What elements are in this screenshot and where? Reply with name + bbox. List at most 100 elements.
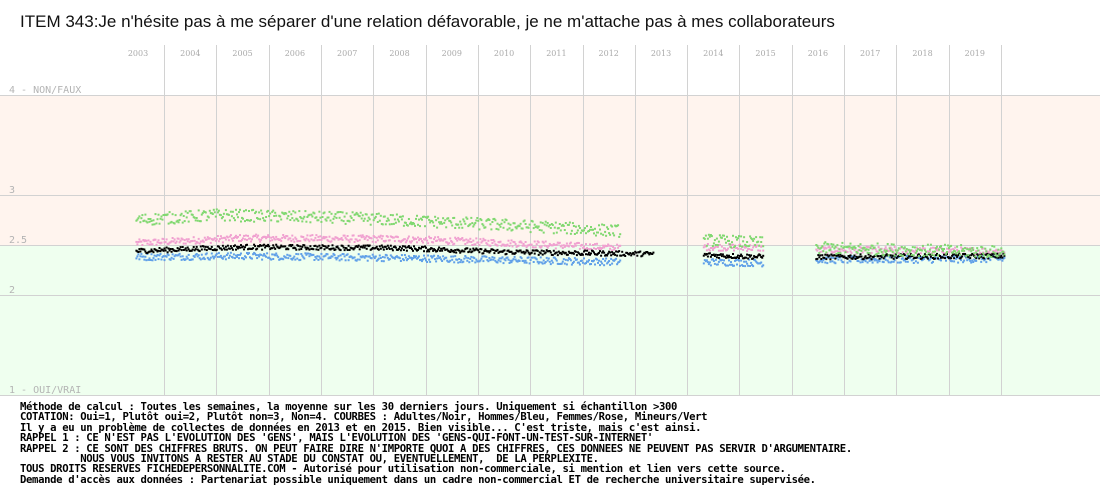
series-point xyxy=(282,234,285,236)
series-point xyxy=(340,219,343,222)
series-point xyxy=(415,248,417,251)
series-point xyxy=(560,262,563,265)
series-point xyxy=(960,256,963,259)
series-point xyxy=(863,256,866,259)
series-point xyxy=(877,252,880,255)
series-point xyxy=(872,256,875,259)
series-point xyxy=(733,264,735,267)
series-point xyxy=(304,246,307,249)
series-point xyxy=(486,259,489,262)
series-point xyxy=(307,252,310,255)
series-point xyxy=(175,250,178,253)
series-point xyxy=(403,238,406,241)
series-point xyxy=(205,252,208,255)
series-point xyxy=(213,211,216,214)
series-point xyxy=(613,248,616,251)
series-point xyxy=(178,241,181,244)
series-point xyxy=(899,254,902,257)
series-point xyxy=(548,242,551,245)
series-point xyxy=(480,241,483,244)
note-line: RAPPEL 2 : CE SONT DES CHIFFRES BRUTS. O… xyxy=(20,442,852,455)
series-point xyxy=(956,245,959,248)
series-point xyxy=(994,249,997,252)
series-point xyxy=(333,254,336,256)
series-point xyxy=(135,219,138,222)
series-point xyxy=(897,252,900,254)
series-point xyxy=(745,246,748,249)
series-point xyxy=(552,232,555,235)
series-point xyxy=(949,250,952,253)
series-point xyxy=(314,236,317,239)
series-point xyxy=(876,242,879,245)
series-point xyxy=(391,249,394,252)
series-point xyxy=(957,261,960,264)
series-point xyxy=(859,261,862,264)
series-point xyxy=(947,256,949,259)
series-point xyxy=(353,256,356,259)
series-point xyxy=(397,247,400,250)
series-point xyxy=(261,248,264,251)
series-point xyxy=(219,214,222,217)
series-point xyxy=(357,253,360,256)
series-point xyxy=(464,243,467,245)
series-point xyxy=(489,244,492,247)
series-point xyxy=(457,236,460,239)
series-point xyxy=(173,255,176,258)
series-point xyxy=(512,252,515,255)
series-point xyxy=(312,248,315,251)
series-point xyxy=(232,217,235,220)
series-point xyxy=(166,213,169,216)
series-point xyxy=(379,234,382,237)
series-point xyxy=(515,227,518,230)
series-point xyxy=(551,224,554,226)
series-point xyxy=(716,254,719,256)
series-point xyxy=(330,240,333,243)
x-tick-label: 2006 xyxy=(285,49,305,58)
series-point xyxy=(755,245,758,248)
series-point xyxy=(726,254,728,257)
series-point xyxy=(891,249,894,252)
series-point xyxy=(848,256,851,259)
series-point xyxy=(457,261,460,264)
series-point xyxy=(275,235,278,238)
series-point xyxy=(288,210,291,213)
series-point xyxy=(539,221,542,224)
series-point xyxy=(758,244,761,247)
series-point xyxy=(375,236,378,239)
plot-region-upper xyxy=(0,95,1100,245)
x-tick-label: 2014 xyxy=(703,49,723,58)
series-point xyxy=(594,243,596,246)
series-point xyxy=(422,241,424,244)
series-point xyxy=(982,252,985,255)
series-point xyxy=(459,220,462,223)
series-point xyxy=(932,260,934,263)
series-point xyxy=(884,254,887,257)
series-point xyxy=(977,254,980,257)
series-point xyxy=(289,237,292,240)
series-point xyxy=(390,223,393,226)
series-point xyxy=(437,217,440,220)
series-point xyxy=(327,244,330,247)
series-point xyxy=(170,256,173,259)
series-point xyxy=(716,263,719,266)
series-point xyxy=(718,243,721,246)
series-point xyxy=(177,237,180,240)
series-point xyxy=(234,244,236,247)
series-point xyxy=(356,258,359,261)
series-point xyxy=(601,251,604,254)
series-point xyxy=(574,250,577,253)
series-point xyxy=(596,242,598,245)
series-point xyxy=(151,223,154,226)
series-point xyxy=(209,241,212,244)
series-point xyxy=(569,241,572,244)
series-point xyxy=(315,248,318,251)
series-point xyxy=(934,257,936,260)
series-point xyxy=(490,239,493,242)
series-point xyxy=(514,226,517,229)
series-point xyxy=(434,215,437,218)
series-point xyxy=(584,227,586,230)
series-point xyxy=(341,238,344,241)
series-point xyxy=(848,247,851,250)
series-point xyxy=(451,258,454,261)
series-point xyxy=(398,245,401,248)
